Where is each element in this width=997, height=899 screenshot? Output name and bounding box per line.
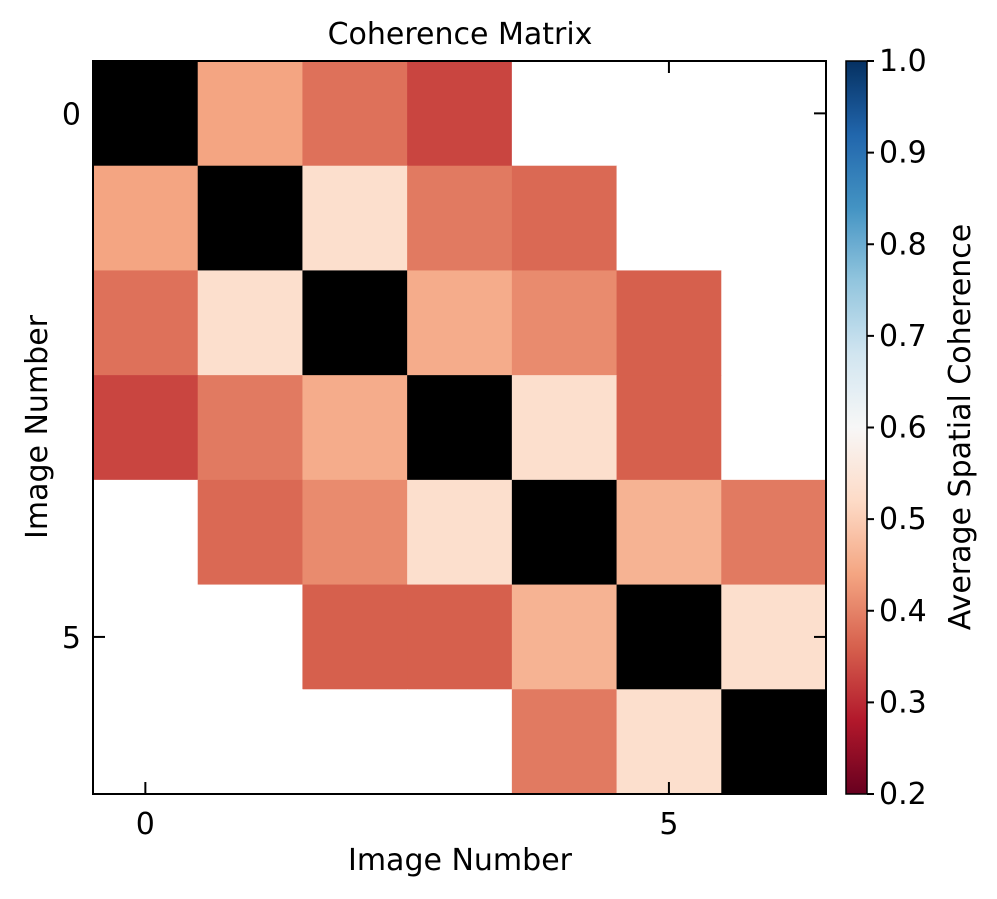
heatmap-cell <box>302 61 408 167</box>
heatmap-cell <box>511 375 618 481</box>
heatmap-cell <box>197 270 304 376</box>
heatmap-cell-empty <box>721 270 827 376</box>
colorbar-label: Average Spatial Coherence <box>943 224 978 630</box>
heatmap-cell-empty <box>93 584 199 690</box>
heatmap-cell <box>511 689 618 795</box>
x-tick-label: 5 <box>659 807 678 842</box>
heatmap-cell <box>302 479 408 586</box>
colorbar-tick-label: 0.9 <box>879 136 927 171</box>
heatmap-cell <box>197 375 304 481</box>
heatmap-cell-diagonal <box>302 270 408 376</box>
heatmap-cell <box>197 61 304 167</box>
axis-ticks: 0 5 0 5 <box>62 61 826 842</box>
heatmap-cell-empty <box>302 689 408 795</box>
heatmap-cell <box>511 584 618 690</box>
heatmap-cell-diagonal <box>511 479 618 586</box>
heatmap-cell-diagonal <box>616 584 722 690</box>
heatmap-cell-empty <box>197 689 304 795</box>
heatmap-cell <box>407 61 513 167</box>
heatmap-cell-empty <box>616 61 722 167</box>
colorbar-tick-label: 0.7 <box>879 319 927 354</box>
heatmap-cell <box>93 375 199 481</box>
heatmap-cell <box>197 479 304 586</box>
heatmap-cell <box>616 479 722 586</box>
heatmap-cell-empty <box>93 479 199 586</box>
heatmap-cell <box>302 584 408 690</box>
colorbar-tick-label: 0.3 <box>879 685 927 720</box>
colorbar-tick-label: 0.8 <box>879 227 927 262</box>
heatmap-cell <box>407 479 513 586</box>
heatmap-cell <box>93 270 199 376</box>
heatmap-cell <box>511 270 618 376</box>
colorbar-tick-label: 0.5 <box>879 502 927 537</box>
heatmap-cell-diagonal <box>93 61 199 167</box>
heatmap-cell <box>407 270 513 376</box>
colorbar-tick-label: 0.6 <box>879 411 927 446</box>
heatmap-cell-diagonal <box>721 689 827 795</box>
heatmap-cell-empty <box>197 584 304 690</box>
heatmap-cell-diagonal <box>407 375 513 481</box>
heatmap-cells <box>93 61 827 795</box>
colorbar-tick-label: 0.2 <box>879 777 927 812</box>
y-axis-label: Image Number <box>20 314 55 539</box>
x-axis-label: Image Number <box>348 843 573 878</box>
chart-title: Coherence Matrix <box>328 17 593 52</box>
y-tick-label: 5 <box>62 621 81 656</box>
heatmap-cell <box>511 165 618 272</box>
colorbar <box>845 60 868 795</box>
colorbar-tick-label: 0.4 <box>879 594 927 629</box>
heatmap-cell <box>407 584 513 690</box>
heatmap-cell-empty <box>721 375 827 481</box>
heatmap-cell <box>721 479 827 586</box>
heatmap-cell <box>302 375 408 481</box>
heatmap-cell <box>302 165 408 272</box>
heatmap-cell <box>93 165 199 272</box>
heatmap-cell <box>721 584 827 690</box>
heatmap-cell <box>616 375 722 481</box>
heatmap-cell <box>407 165 513 272</box>
y-tick-label: 0 <box>62 97 81 132</box>
plot-frame <box>92 60 827 795</box>
heatmap-cell-empty <box>511 61 618 167</box>
colorbar-tick-label: 1.0 <box>879 44 927 79</box>
heatmap-cell-diagonal <box>197 165 304 272</box>
heatmap-cell-empty <box>407 689 513 795</box>
heatmap-cell-empty <box>721 165 827 272</box>
heatmap-cell-empty <box>93 689 199 795</box>
heatmap-cell <box>616 689 722 795</box>
heatmap-cell <box>616 270 722 376</box>
x-tick-label: 0 <box>136 807 155 842</box>
heatmap-cell-empty <box>721 61 827 167</box>
colorbar-ticks: 0.2 0.3 0.4 0.5 0.6 0.7 0.8 0.9 1.0 <box>867 44 927 812</box>
heatmap-cell-empty <box>616 165 722 272</box>
